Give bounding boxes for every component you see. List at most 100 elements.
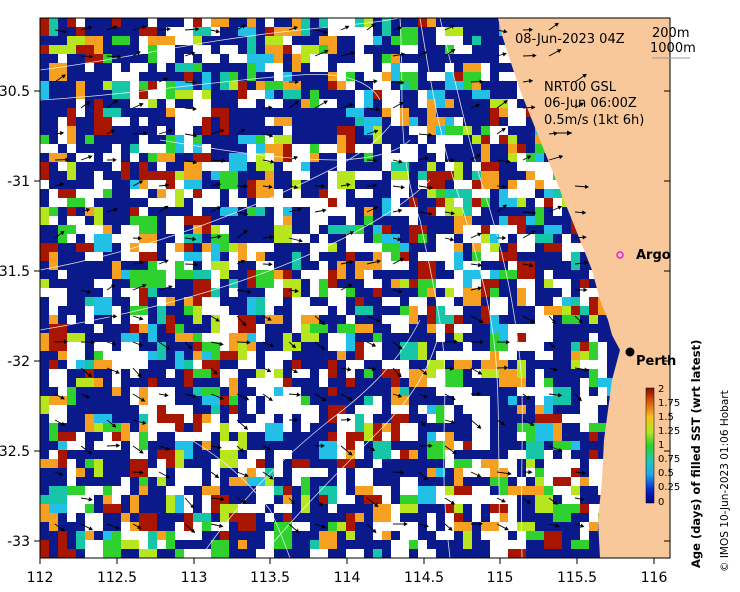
sst-pixel xyxy=(166,252,184,261)
sst-pixel xyxy=(148,531,157,549)
sst-pixel xyxy=(247,36,256,54)
sst-pixel xyxy=(112,36,130,45)
sst-pixel xyxy=(382,54,391,63)
sst-pixel xyxy=(139,549,157,558)
sst-pixel xyxy=(202,396,220,405)
current-arrow-head xyxy=(506,159,511,164)
sst-pixel xyxy=(121,288,130,297)
credit-label: © IMOS 10-Jun-2023 01:06 Hobart xyxy=(719,390,731,572)
sst-pixel xyxy=(247,144,256,153)
sst-pixel xyxy=(283,72,292,81)
current-arrow-head xyxy=(320,320,326,326)
sst-pixel xyxy=(328,288,346,306)
sst-pixel xyxy=(58,189,76,198)
contour-200-label: 200m xyxy=(652,26,689,41)
sst-pixel xyxy=(238,333,247,342)
sst-pixel xyxy=(130,342,139,351)
current-arrow-head xyxy=(112,157,117,163)
sst-pixel xyxy=(463,531,472,549)
sst-pixel xyxy=(544,324,553,342)
current-arrow-head xyxy=(220,496,225,502)
sst-pixel xyxy=(535,351,553,360)
sst-pixel xyxy=(454,333,463,342)
current-arrow-head xyxy=(59,131,65,136)
sst-pixel xyxy=(256,297,265,315)
current-arrow-head xyxy=(532,210,537,215)
sst-pixel xyxy=(589,432,598,441)
current-arrow-head xyxy=(138,180,144,185)
sst-pixel xyxy=(139,423,148,432)
sst-pixel xyxy=(373,36,382,45)
sst-pixel xyxy=(355,405,364,414)
sst-pixel xyxy=(67,315,76,324)
sst-pixel xyxy=(211,108,229,117)
current-arrow-head xyxy=(190,528,196,534)
current-arrow-head xyxy=(349,259,354,265)
sst-pixel xyxy=(454,486,472,495)
sst-pixel xyxy=(193,144,202,153)
sst-pixel xyxy=(391,297,400,306)
current-arrow-head xyxy=(293,369,298,373)
current-arrow-head xyxy=(349,231,355,236)
sst-pixel xyxy=(355,189,373,198)
sst-pixel xyxy=(472,36,481,45)
current-arrow-head xyxy=(136,51,141,56)
sst-pixel xyxy=(247,342,256,351)
sst-pixel xyxy=(130,189,148,198)
sst-pixel xyxy=(130,153,139,162)
sst-pixel xyxy=(229,54,247,63)
sst-pixel xyxy=(508,225,517,234)
sst-pixel xyxy=(247,351,256,369)
sst-pixel xyxy=(193,432,211,441)
sst-pixel xyxy=(220,423,229,441)
current-arrow-head xyxy=(270,159,275,164)
current-arrow-head xyxy=(112,25,118,30)
current-arrow-head xyxy=(581,470,587,475)
current-arrow-head xyxy=(60,395,65,400)
sst-pixel xyxy=(256,450,265,459)
current-arrow-head xyxy=(582,210,587,215)
sst-pixel xyxy=(391,54,400,63)
sst-pixel xyxy=(85,63,94,72)
sst-pixel xyxy=(472,369,481,378)
sst-pixel xyxy=(85,306,94,324)
current-arrow-head xyxy=(192,393,198,399)
current-arrow-head xyxy=(373,158,378,163)
sst-pixel xyxy=(283,342,301,351)
current-arrow-head xyxy=(557,205,563,210)
current-arrow-head xyxy=(142,25,147,30)
sst-pixel xyxy=(76,243,94,252)
sst-pixel xyxy=(427,117,436,135)
sst-pixel xyxy=(382,90,400,99)
current-arrow-head xyxy=(555,523,560,528)
sst-pixel xyxy=(346,243,355,252)
sst-pixel xyxy=(535,423,553,441)
sst-pixel xyxy=(166,315,175,333)
current-arrow-head xyxy=(88,25,93,30)
current-arrow-head xyxy=(347,283,353,288)
current-arrow-head xyxy=(450,237,455,242)
sst-pixel xyxy=(211,477,220,486)
sst-pixel xyxy=(238,360,247,369)
current-arrow-head xyxy=(244,211,249,216)
sst-pixel xyxy=(337,495,355,504)
sst-pixel xyxy=(391,405,409,414)
sst-pixel xyxy=(427,414,436,423)
sst-pixel xyxy=(229,153,247,171)
current-arrow-head xyxy=(580,496,585,502)
y-tick-label: -32 xyxy=(7,354,30,370)
sst-pixel xyxy=(49,504,67,513)
sst-pixel xyxy=(211,225,220,234)
sst-pixel xyxy=(202,117,211,135)
current-arrow-head xyxy=(192,236,197,242)
current-arrow-head xyxy=(63,339,69,344)
current-arrow-head xyxy=(476,424,482,429)
sst-pixel xyxy=(247,18,256,27)
sst-pixel xyxy=(121,540,139,549)
sst-pixel xyxy=(256,198,274,207)
sst-pixel xyxy=(436,198,445,207)
current-arrow-head xyxy=(168,128,174,133)
sst-pixel xyxy=(499,108,508,117)
plot-frame xyxy=(39,17,671,559)
sst-pixel xyxy=(157,153,175,162)
